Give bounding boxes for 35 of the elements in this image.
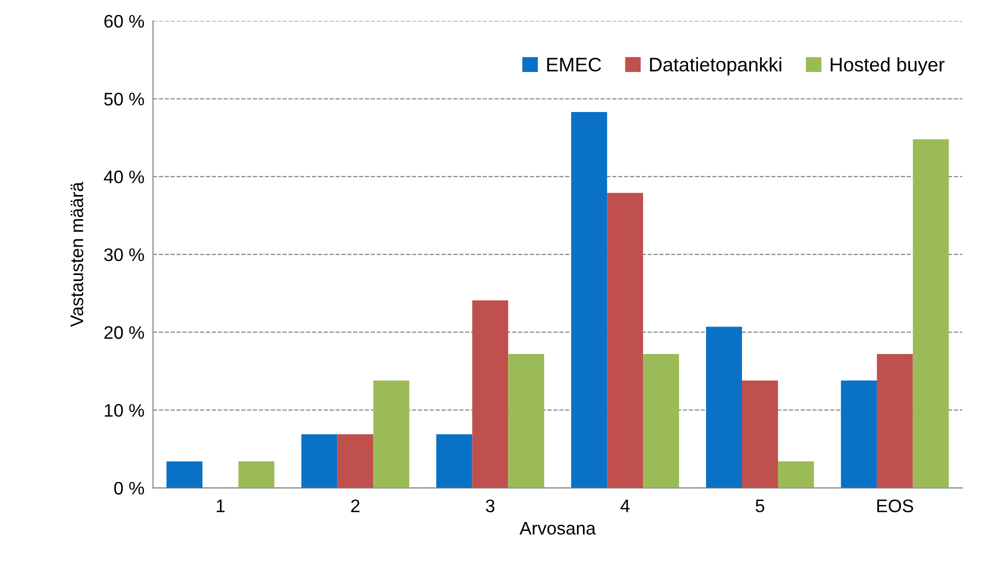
bar [876, 354, 913, 488]
x-tick-label: EOS [877, 499, 914, 512]
bar [912, 139, 949, 488]
y-tick-label: 30 % [104, 248, 144, 262]
x-tick-label: 1 [216, 500, 225, 512]
y-tick-label: 10 % [104, 404, 144, 417]
bar [472, 300, 508, 488]
bar [778, 461, 814, 488]
bar [643, 354, 680, 488]
bar [337, 434, 374, 488]
y-tick-label: 0 % [114, 482, 144, 495]
bar [373, 380, 410, 488]
y-tick-label: 50 % [104, 92, 144, 106]
bar [571, 112, 608, 488]
legend-label: EMEC [547, 58, 602, 72]
x-tick-label: 5 [756, 500, 764, 512]
bar [840, 380, 877, 488]
legend-label: Hosted buyer [830, 57, 945, 76]
bar [166, 461, 202, 488]
bar [742, 380, 778, 488]
bar [436, 434, 472, 488]
x-tick-label: 2 [351, 499, 360, 512]
bar [706, 326, 742, 488]
bar [607, 192, 644, 488]
bar [301, 434, 338, 488]
y-tick-label: 40 % [104, 170, 144, 184]
y-axis-title: Vastausten määrä [70, 182, 84, 327]
y-tick-label: 60 % [104, 14, 144, 28]
legend-label: Datatietopankki [650, 57, 782, 76]
x-tick-label: 4 [620, 500, 630, 512]
y-tick-label: 20 % [104, 326, 144, 339]
x-axis-title: Arvosana [520, 522, 596, 535]
bar [508, 354, 544, 488]
x-tick-label: 3 [486, 499, 494, 512]
bar [238, 461, 274, 488]
